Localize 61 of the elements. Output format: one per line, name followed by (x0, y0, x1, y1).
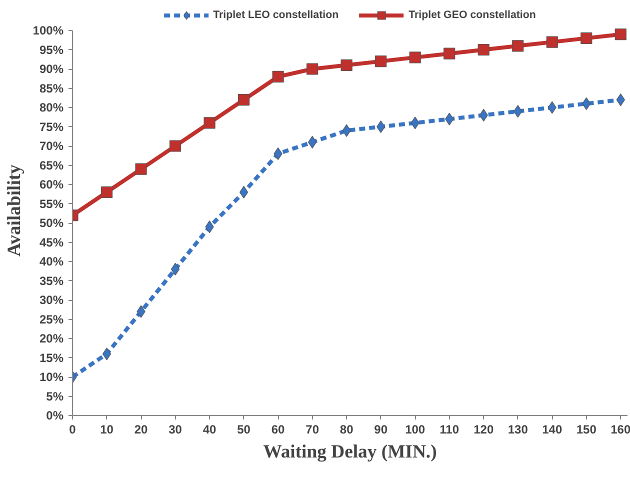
point (239, 186, 248, 198)
y-tick-label: 0% (46, 408, 64, 422)
x-tick-label: 60 (271, 422, 286, 436)
y-tick-label: 20% (39, 332, 64, 346)
y-tick-label: 45% (39, 235, 64, 250)
y-tick-label: 95% (39, 42, 64, 57)
y-tick-label: 65% (39, 158, 64, 172)
point (306, 63, 318, 75)
y-axis-title: Availability (4, 164, 25, 256)
y-tick-label: 90% (39, 62, 64, 76)
legend-label: Triplet LEO constellation (213, 9, 339, 21)
point (614, 28, 626, 40)
x-axis-title: Waiting Delay (MIN.) (263, 442, 437, 462)
point (375, 56, 387, 68)
y-tick-label: 55% (39, 196, 64, 211)
x-tick-label: 90 (374, 422, 388, 436)
y-tick-label: 25% (39, 312, 64, 326)
y-tick-label: 10% (39, 370, 64, 384)
x-tick-label: 0 (69, 422, 76, 436)
legend-label: Triplet GEO constellation (408, 9, 536, 21)
x-tick-label: 20 (134, 422, 148, 436)
y-tick-label: 75% (39, 120, 64, 134)
x-tick-label: 70 (306, 422, 320, 436)
point (170, 262, 180, 276)
x-tick-label: 120 (474, 422, 494, 436)
y-tick-label: 15% (39, 350, 64, 365)
point (478, 44, 490, 56)
point (204, 117, 216, 129)
point (512, 40, 524, 52)
y-tick-label: 35% (39, 274, 64, 288)
x-tick-label: 160 (610, 422, 630, 436)
point (340, 59, 352, 71)
x-tick-label: 50 (237, 422, 251, 436)
x-tick-label: 100 (405, 422, 426, 436)
y-tick-label: 30% (39, 293, 64, 307)
y-tick-label: 50% (39, 216, 64, 230)
y-tick-label: 5% (46, 389, 64, 404)
x-tick-label: 110 (440, 422, 460, 436)
y-tick-label: 85% (39, 81, 64, 96)
y-tick-label: 100% (32, 24, 64, 38)
x-tick-label: 10 (100, 422, 114, 436)
point (409, 52, 421, 64)
point (580, 32, 592, 44)
point (169, 140, 182, 152)
point (238, 94, 250, 106)
point (135, 163, 147, 175)
y-tick-label: 80% (39, 100, 64, 114)
x-tick-label: 150 (576, 422, 597, 436)
point (100, 186, 113, 198)
y-tick-label: 70% (39, 139, 64, 153)
x-tick-label: 40 (202, 422, 217, 436)
x-tick-label: 140 (542, 422, 562, 436)
x-tick-label: 30 (168, 422, 182, 436)
y-tick-label: 60% (39, 178, 64, 192)
point (546, 36, 558, 48)
point (444, 48, 456, 60)
y-tick-label: 40% (39, 254, 64, 268)
x-tick-label: 80 (340, 422, 354, 436)
point (102, 348, 112, 360)
x-tick-label: 130 (508, 422, 528, 436)
point (272, 70, 284, 82)
